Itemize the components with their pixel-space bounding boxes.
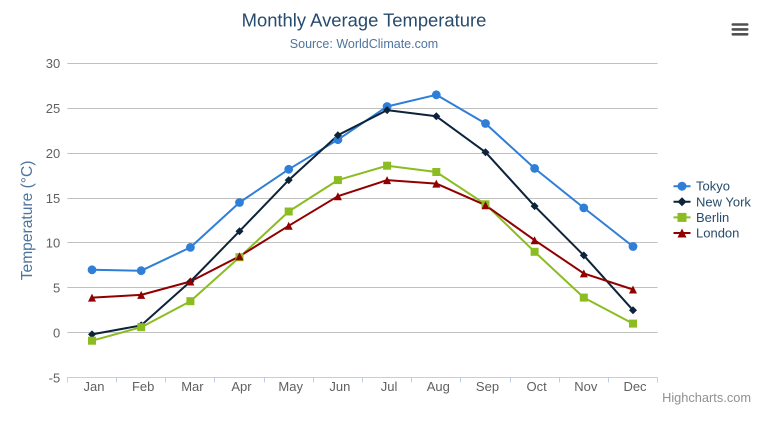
- svg-text:Jul: Jul: [381, 379, 398, 394]
- svg-text:Aug: Aug: [427, 379, 450, 394]
- svg-text:5: 5: [53, 281, 60, 296]
- svg-text:Berlin: Berlin: [696, 210, 729, 225]
- svg-text:Dec: Dec: [623, 379, 647, 394]
- svg-text:-5: -5: [49, 370, 61, 385]
- svg-text:30: 30: [46, 56, 60, 71]
- svg-text:Source: WorldClimate.com: Source: WorldClimate.com: [290, 37, 438, 51]
- svg-text:London: London: [696, 226, 739, 241]
- svg-text:20: 20: [46, 146, 60, 161]
- svg-text:Tokyo: Tokyo: [696, 179, 730, 194]
- svg-text:10: 10: [46, 236, 60, 251]
- svg-text:Oct: Oct: [526, 379, 547, 394]
- svg-text:Mar: Mar: [181, 379, 204, 394]
- svg-text:Highcharts.com: Highcharts.com: [662, 390, 751, 405]
- svg-text:Jun: Jun: [329, 379, 350, 394]
- svg-text:Apr: Apr: [231, 379, 252, 394]
- svg-text:15: 15: [46, 191, 60, 206]
- svg-text:May: May: [278, 379, 303, 394]
- svg-text:Monthly Average Temperature: Monthly Average Temperature: [242, 10, 487, 31]
- svg-text:Nov: Nov: [574, 379, 598, 394]
- svg-text:0: 0: [53, 325, 60, 340]
- svg-text:Jan: Jan: [84, 379, 105, 394]
- svg-text:Temperature (°C): Temperature (°C): [19, 161, 36, 281]
- svg-text:25: 25: [46, 101, 60, 116]
- svg-text:New York: New York: [696, 194, 751, 209]
- svg-text:Feb: Feb: [132, 379, 154, 394]
- svg-text:Sep: Sep: [476, 379, 499, 394]
